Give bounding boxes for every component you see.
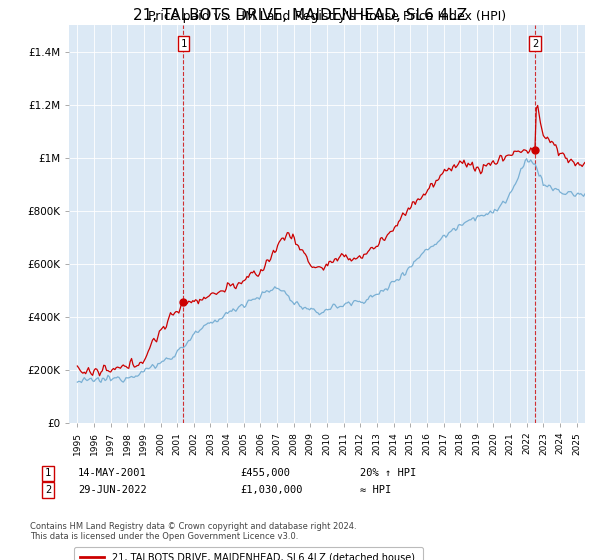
Text: This data is licensed under the Open Government Licence v3.0.: This data is licensed under the Open Gov… bbox=[30, 532, 298, 541]
Text: 2: 2 bbox=[532, 39, 538, 49]
Text: Contains HM Land Registry data © Crown copyright and database right 2024.: Contains HM Land Registry data © Crown c… bbox=[30, 522, 356, 531]
Text: 29-JUN-2022: 29-JUN-2022 bbox=[78, 485, 147, 495]
Title: Price paid vs. HM Land Registry's House Price Index (HPI): Price paid vs. HM Land Registry's House … bbox=[148, 10, 506, 22]
Text: 1: 1 bbox=[45, 468, 51, 478]
Legend: 21, TALBOTS DRIVE, MAIDENHEAD, SL6 4LZ (detached house), HPI: Average price, det: 21, TALBOTS DRIVE, MAIDENHEAD, SL6 4LZ (… bbox=[74, 547, 422, 560]
Text: 21, TALBOTS DRIVE, MAIDENHEAD, SL6 4LZ: 21, TALBOTS DRIVE, MAIDENHEAD, SL6 4LZ bbox=[133, 8, 467, 24]
Text: 14-MAY-2001: 14-MAY-2001 bbox=[78, 468, 147, 478]
Text: 2: 2 bbox=[45, 485, 51, 495]
Text: 1: 1 bbox=[180, 39, 187, 49]
Text: ≈ HPI: ≈ HPI bbox=[360, 485, 391, 495]
Text: £1,030,000: £1,030,000 bbox=[240, 485, 302, 495]
Text: 20% ↑ HPI: 20% ↑ HPI bbox=[360, 468, 416, 478]
Text: £455,000: £455,000 bbox=[240, 468, 290, 478]
